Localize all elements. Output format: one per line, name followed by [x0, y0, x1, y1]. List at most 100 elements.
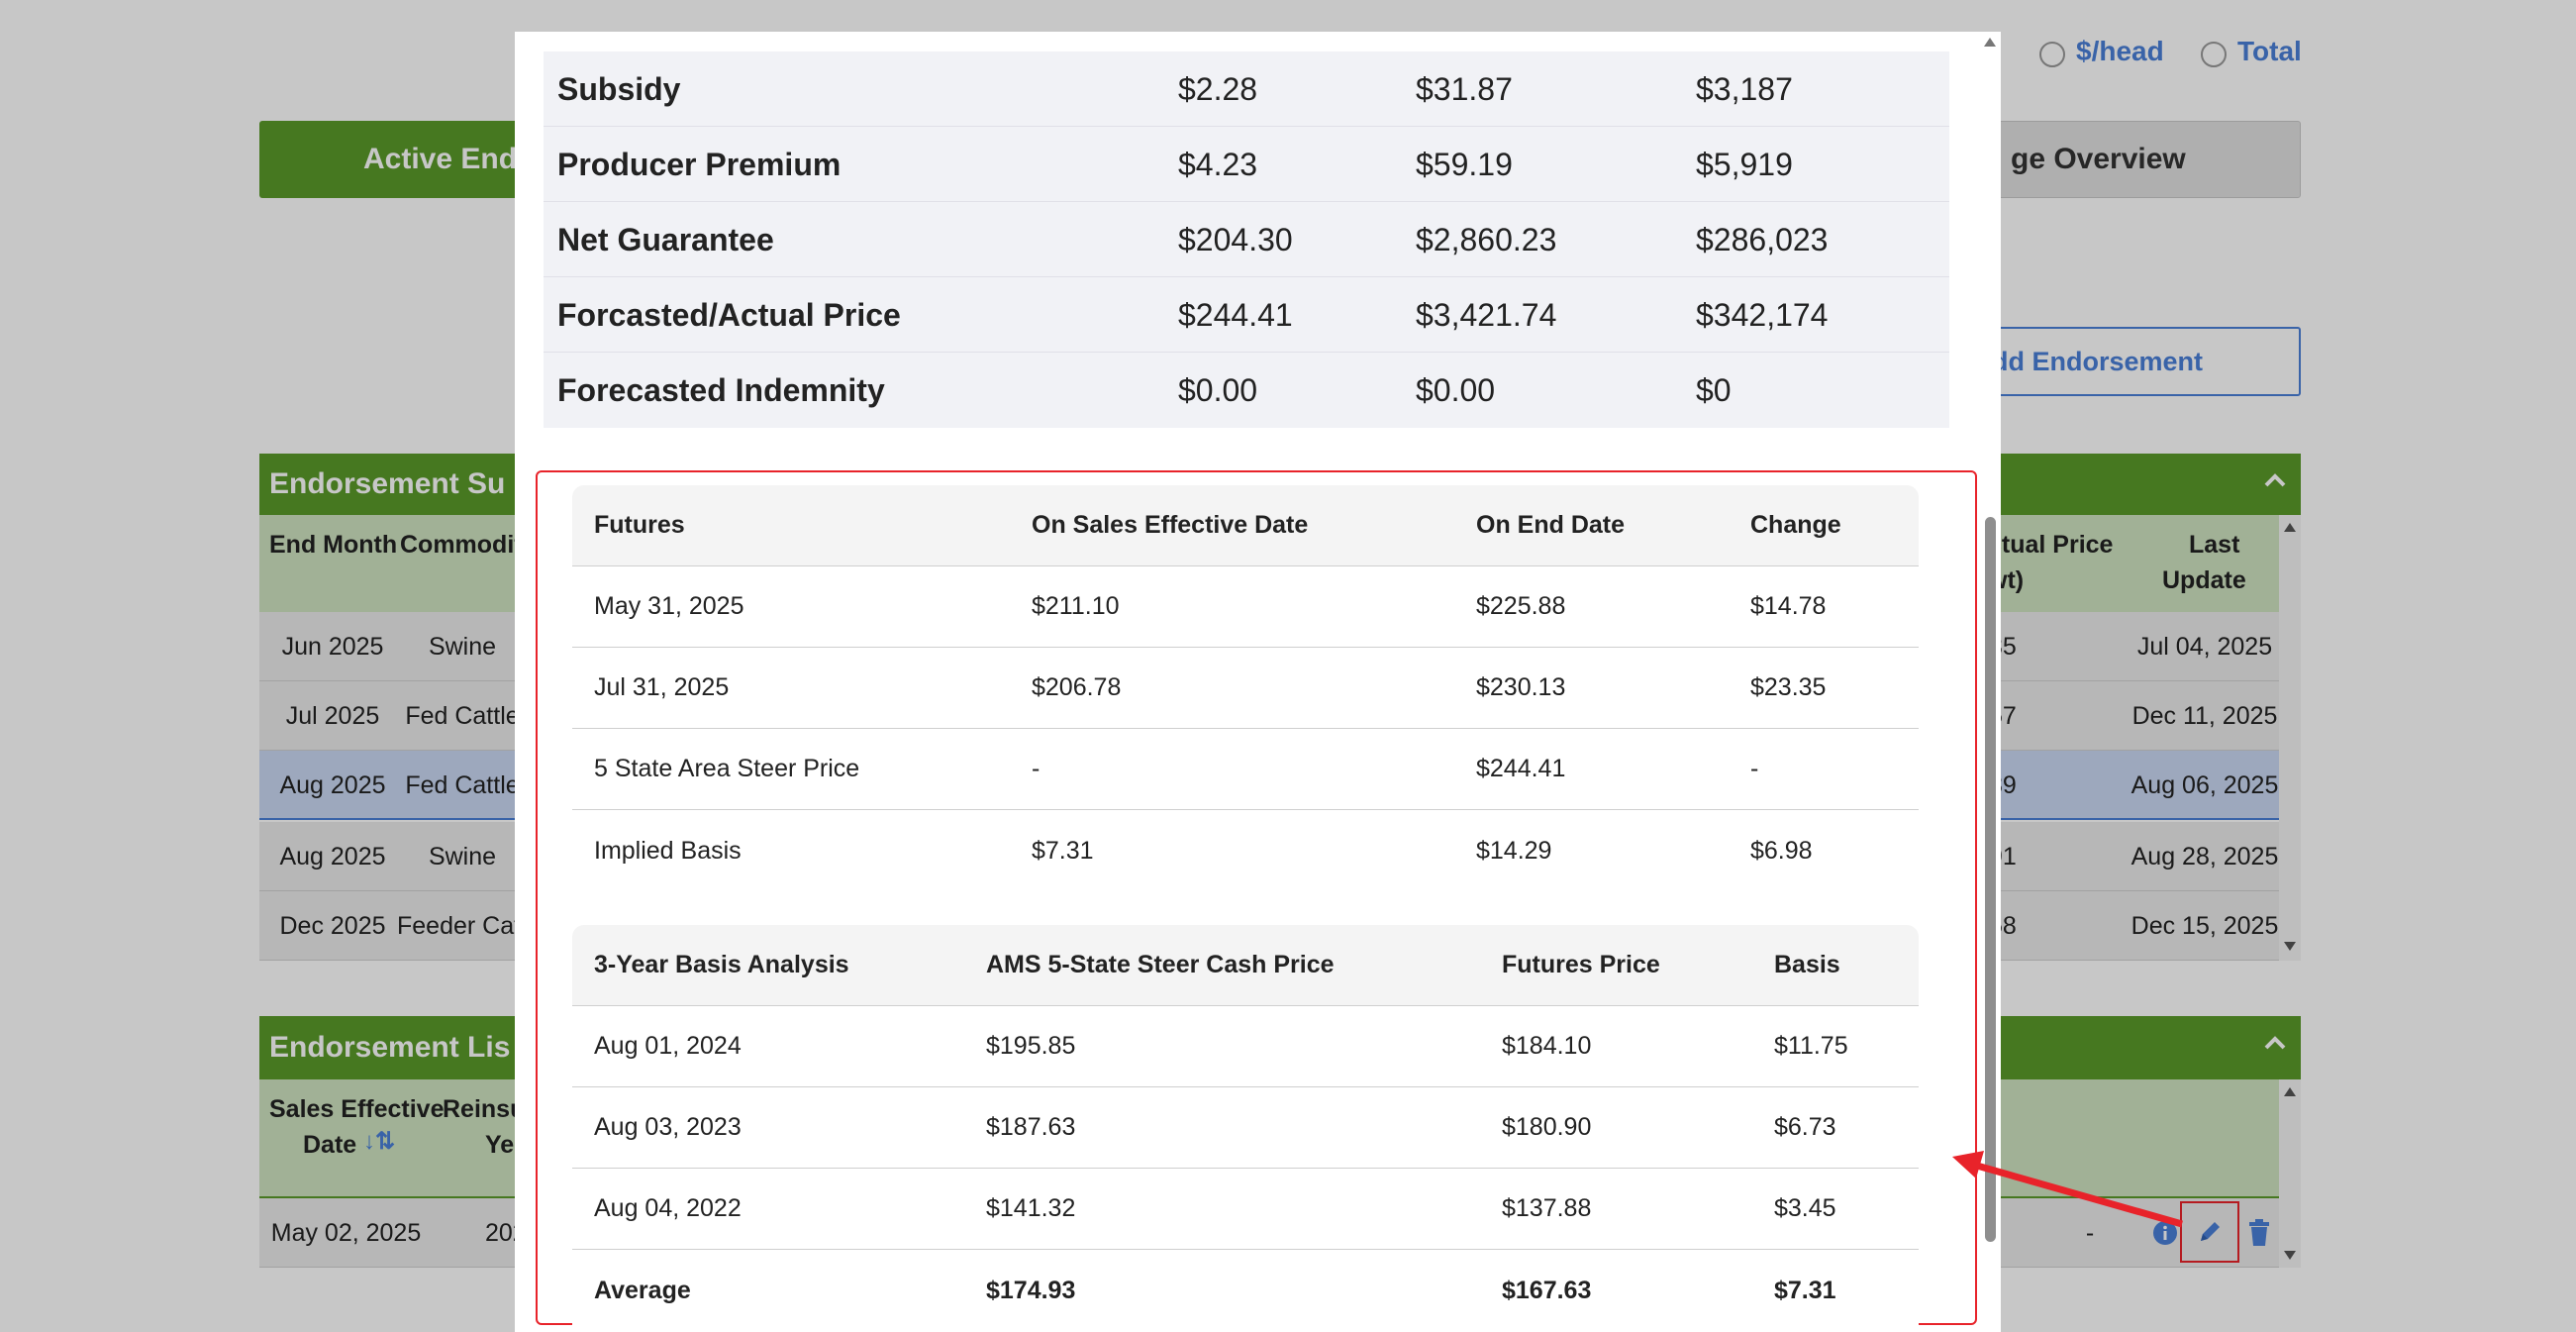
- header-basis: Basis: [1774, 951, 1840, 978]
- edit-icon[interactable]: [2180, 1201, 2239, 1263]
- summary-row-forecasted-indemnity: Forecasted Indemnity $0.00 $0.00 $0: [544, 353, 1949, 428]
- scroll-down-icon[interactable]: [2283, 1250, 2297, 1262]
- average-basis: $7.31: [1774, 1276, 1836, 1304]
- trash-icon[interactable]: [2239, 1198, 2279, 1268]
- info-icon[interactable]: [2150, 1198, 2180, 1268]
- arrow-annotation-icon: [1952, 1151, 2183, 1228]
- header-on-end-date: On End Date: [1476, 511, 1626, 539]
- total-value: $0: [1696, 371, 1732, 408]
- scroll-up-icon[interactable]: [1983, 36, 1997, 48]
- average-futures-price: $167.63: [1502, 1276, 1592, 1304]
- futures-row: 5 State Area Steer Price - $244.41 -: [572, 729, 1919, 810]
- basis-average-row: Average $174.93 $167.63 $7.31: [572, 1250, 1919, 1331]
- col-end-month: End Month: [269, 531, 398, 559]
- per-head-value: $59.19: [1416, 146, 1513, 182]
- date-cell: Aug 03, 2023: [594, 1113, 742, 1141]
- total-label: Total: [2237, 36, 2302, 66]
- coverage-overview-label: ge Overview: [2011, 143, 2186, 175]
- futures-price-cell: $184.10: [1502, 1032, 1592, 1060]
- header-futures: Futures: [594, 511, 685, 539]
- per-head-value: $3,421.74: [1416, 296, 1557, 333]
- col-sales-effective-bottom: Date: [303, 1131, 357, 1159]
- col-last-update-top: Last: [2189, 531, 2240, 559]
- col-actual-price-top: ctual Price: [1988, 531, 2114, 559]
- row-label: Net Guarantee: [557, 221, 774, 257]
- basis-cell: $6.73: [1774, 1113, 1836, 1141]
- futures-row: Implied Basis $7.31 $14.29 $6.98: [572, 810, 1919, 891]
- col-sales-effective-top: Sales Effective: [269, 1095, 445, 1123]
- basis-row: Aug 03, 2023 $187.63 $180.90 $6.73: [572, 1087, 1919, 1169]
- row-label: Forcasted/Actual Price: [557, 296, 901, 333]
- end-date-price-cell: $14.29: [1476, 836, 1552, 865]
- last-update-cell: Aug 06, 2025: [2130, 770, 2279, 799]
- endorsement-list-title: Endorsement Lis: [269, 1031, 511, 1064]
- end-month-cell: Dec 2025: [279, 911, 386, 940]
- row-label: Producer Premium: [557, 146, 842, 182]
- commodity-cell: Feeder Catt: [396, 911, 528, 940]
- change-cell: -: [1750, 755, 1759, 782]
- basis-row: Aug 04, 2022 $141.32 $137.88 $3.45: [572, 1169, 1919, 1250]
- header-on-sales-effective-date: On Sales Effective Date: [1032, 511, 1309, 539]
- last-update-cell: Dec 15, 2025: [2130, 911, 2279, 940]
- per-head-value: $0.00: [1416, 371, 1496, 408]
- active-endorsements-label: Active End: [363, 143, 518, 175]
- last-update-cell: Jul 04, 2025: [2136, 632, 2273, 661]
- futures-price-cell: $137.88: [1502, 1194, 1592, 1222]
- col-reinsurance-top: Reinsu: [443, 1095, 526, 1123]
- list-scrollbar[interactable]: [2279, 1079, 2301, 1268]
- cash-price-cell: $187.63: [986, 1113, 1076, 1141]
- per-cwt-value: $244.41: [1178, 296, 1293, 333]
- summary-row-producer-premium: Producer Premium $4.23 $59.19 $5,919: [544, 127, 1949, 202]
- modal-scrollbar[interactable]: [1980, 32, 2001, 1332]
- endorsement-detail-modal: Subsidy $2.28 $31.87 $3,187 Producer Pre…: [515, 32, 2001, 1332]
- summary-row-forecasted-price: Forcasted/Actual Price $244.41 $3,421.74…: [544, 277, 1949, 353]
- total-value: $286,023: [1696, 221, 1829, 257]
- scroll-down-icon[interactable]: [2283, 941, 2297, 953]
- scroll-up-icon[interactable]: [2283, 1085, 2297, 1097]
- per-head-radio[interactable]: [2039, 42, 2065, 67]
- col-last-update-bottom: Update: [2162, 566, 2246, 594]
- futures-price-cell: $180.90: [1502, 1113, 1592, 1141]
- chevron-up-icon[interactable]: [2263, 1034, 2287, 1052]
- commodity-cell: Swine: [428, 842, 497, 871]
- futures-row: May 31, 2025 $211.10 $225.88 $14.78: [572, 566, 1919, 648]
- futures-cell: 5 State Area Steer Price: [594, 755, 860, 782]
- change-cell: $6.98: [1750, 836, 1813, 865]
- per-cwt-value: $4.23: [1178, 146, 1258, 182]
- sort-icon[interactable]: ↓⇅: [363, 1128, 396, 1155]
- per-head-value: $2,860.23: [1416, 221, 1557, 257]
- end-month-cell: Aug 2025: [279, 842, 386, 871]
- per-cwt-value: $204.30: [1178, 221, 1293, 257]
- col-commodity: Commodit: [400, 531, 523, 559]
- add-endorsement-label: dd Endorsement: [1992, 346, 2204, 376]
- summary-row-net-guarantee: Net Guarantee $204.30 $2,860.23 $286,023: [544, 202, 1949, 277]
- header-basis-analysis: 3-Year Basis Analysis: [594, 951, 849, 978]
- total-radio[interactable]: [2201, 42, 2227, 67]
- per-head-label: $/head: [2076, 36, 2164, 66]
- end-date-price-cell: $244.41: [1476, 755, 1566, 782]
- total-value: $3,187: [1696, 70, 1793, 107]
- cash-price-cell: $141.32: [986, 1194, 1076, 1222]
- sales-date-price-cell: $211.10: [1032, 592, 1120, 620]
- sales-date-price-cell: $7.31: [1032, 836, 1094, 865]
- futures-table-header: Futures On Sales Effective Date On End D…: [572, 485, 1919, 566]
- header-futures-price: Futures Price: [1502, 951, 1660, 978]
- cash-price-cell: $195.85: [986, 1032, 1076, 1060]
- active-endorsements-button[interactable]: Active End: [259, 121, 556, 198]
- average-cash-price: $174.93: [986, 1276, 1076, 1304]
- total-value: $342,174: [1696, 296, 1829, 333]
- dash-cell: -: [2085, 1218, 2095, 1247]
- commodity-cell: Fed Cattle: [405, 701, 520, 730]
- scrollbar-thumb[interactable]: [1985, 517, 1996, 1242]
- basis-cell: $11.75: [1774, 1032, 1848, 1060]
- coverage-overview-button[interactable]: ge Overview: [1990, 121, 2301, 198]
- summary-scrollbar[interactable]: [2279, 515, 2301, 961]
- commodity-cell: Swine: [428, 632, 497, 661]
- total-value: $5,919: [1696, 146, 1793, 182]
- scroll-up-icon[interactable]: [2283, 521, 2297, 533]
- change-cell: $14.78: [1750, 592, 1827, 620]
- date-cell: Aug 01, 2024: [594, 1032, 742, 1060]
- futures-row: Jul 31, 2025 $206.78 $230.13 $23.35: [572, 648, 1919, 729]
- add-endorsement-button[interactable]: dd Endorsement: [1980, 327, 2301, 396]
- chevron-up-icon[interactable]: [2263, 471, 2287, 489]
